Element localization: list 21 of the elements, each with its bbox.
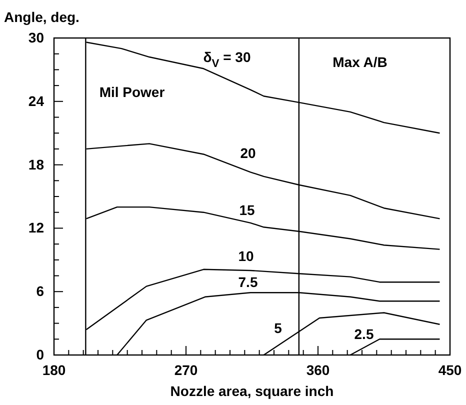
y-tick-label: 0 bbox=[36, 346, 44, 362]
series-label: 15 bbox=[239, 202, 255, 218]
x-tick-label: 450 bbox=[438, 362, 462, 378]
x-tick-label: 270 bbox=[174, 362, 198, 378]
x-tick-label: 360 bbox=[306, 362, 330, 378]
series-label: 7.5 bbox=[238, 274, 258, 290]
series-label: 10 bbox=[238, 248, 254, 264]
annotation: Max A/B bbox=[332, 54, 388, 70]
x-tick-label: 180 bbox=[42, 362, 66, 378]
y-tick-label: 24 bbox=[28, 92, 44, 109]
y-tick-label: 12 bbox=[28, 220, 44, 236]
y-tick-label: 30 bbox=[28, 29, 44, 46]
series-label: δ$_{V}$ = 30 bbox=[203, 48, 251, 70]
series-label: 20 bbox=[240, 144, 256, 161]
annotation: Mil Power bbox=[99, 84, 166, 100]
x-axis-title: Nozzle area, square inch bbox=[170, 383, 334, 399]
y-tick-label: 6 bbox=[36, 283, 44, 300]
series-label: 5 bbox=[274, 320, 282, 336]
y-tick-label: 18 bbox=[28, 156, 44, 172]
y-axis-title: Angle, deg. bbox=[4, 9, 80, 25]
series-label: 2.5 bbox=[354, 326, 374, 342]
